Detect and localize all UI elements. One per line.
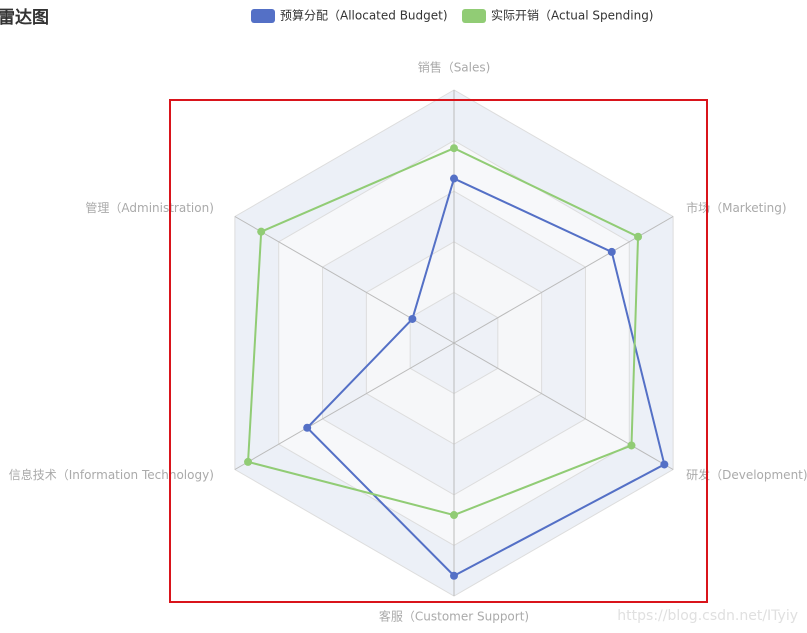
legend-label: 实际开销（Actual Spending) xyxy=(491,8,654,23)
indicator-label: 客服（Customer Support) xyxy=(379,609,529,624)
data-point xyxy=(450,571,458,580)
radar-grid xyxy=(234,89,674,597)
watermark: https://blog.csdn.net/ITyiy xyxy=(617,608,798,624)
data-point xyxy=(450,174,458,183)
data-point xyxy=(627,441,636,450)
indicator-label: 信息技术（Information Technology) xyxy=(9,467,214,482)
data-point xyxy=(244,457,253,466)
indicator-label: 市场（Marketing) xyxy=(686,200,787,215)
legend-label: 预算分配（Allocated Budget) xyxy=(280,8,448,23)
data-point xyxy=(607,247,616,256)
data-point xyxy=(408,314,417,323)
data-point xyxy=(450,144,458,153)
axis-line xyxy=(234,342,455,470)
chart-title: 雷达图 xyxy=(0,7,49,28)
axis-line xyxy=(234,216,455,344)
highlight-box xyxy=(169,99,708,603)
data-point xyxy=(303,423,312,432)
data-point xyxy=(450,511,458,520)
legend-swatch xyxy=(251,9,275,23)
data-point xyxy=(660,460,669,469)
indicator-label: 管理（Administration) xyxy=(85,200,214,215)
data-point xyxy=(257,227,266,236)
indicator-label: 销售（Sales) xyxy=(418,60,491,75)
data-point xyxy=(634,232,643,241)
axis-line xyxy=(453,342,674,470)
indicator-label: 研发（Development) xyxy=(686,467,807,482)
legend-swatch xyxy=(462,9,486,23)
